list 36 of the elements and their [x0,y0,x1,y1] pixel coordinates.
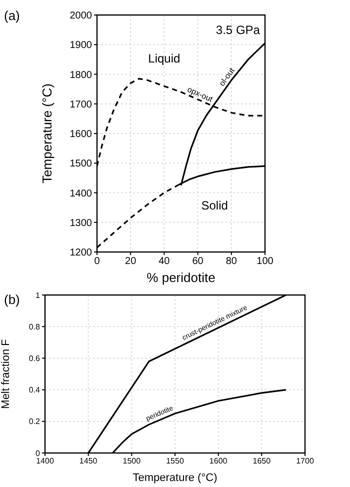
y-tick-label: 1500 [70,158,92,170]
x-axis-title: Temperature (°C) [132,472,218,484]
x-tick-label: 1650 [252,456,272,466]
x-axis-title: % peridotite [146,270,216,285]
y-axis-title: Melt fraction F [0,338,12,409]
x-tick-label: 1550 [166,456,184,466]
y-tick-label: 1600 [70,129,92,140]
x-tick-label: 60 [192,256,204,268]
x-tick-label: 20 [125,256,137,268]
y-tick-label: 2000 [70,10,92,22]
y-tick-label: 1 [36,290,41,300]
x-tick-label: 80 [226,256,238,268]
y-tick-label: 1200 [70,248,92,259]
y-tick-label: 1700 [70,99,92,110]
y-tick-label: 1400 [70,188,92,200]
y-tick-label: 1300 [70,218,92,229]
x-tick-label: 1600 [209,456,228,466]
y-tick-label: 1800 [70,70,92,81]
y-tick-label: 0.8 [28,322,41,332]
y-axis-title: Temperature (°C) [40,84,55,184]
y-tick-label: 0.4 [28,386,41,395]
annotation: Solid [201,198,228,212]
chart-title: (b) [4,292,20,307]
y-tick-label: 0.2 [28,417,41,426]
x-tick-label: 100 [256,256,274,268]
y-tick-label: 0 [36,448,41,458]
x-tick-label: 40 [158,256,170,268]
annotation: 3.5 GPa [216,22,260,37]
annotation: Liquid [148,51,180,66]
x-tick-label: 0 [94,256,100,268]
y-tick-label: 0.6 [28,354,41,364]
chart-title: (a) [4,8,20,23]
x-tick-label: 1700 [296,456,314,466]
y-tick-label: 1900 [70,40,92,52]
x-tick-label: 1450 [79,456,98,466]
x-tick-label: 1500 [122,456,142,466]
